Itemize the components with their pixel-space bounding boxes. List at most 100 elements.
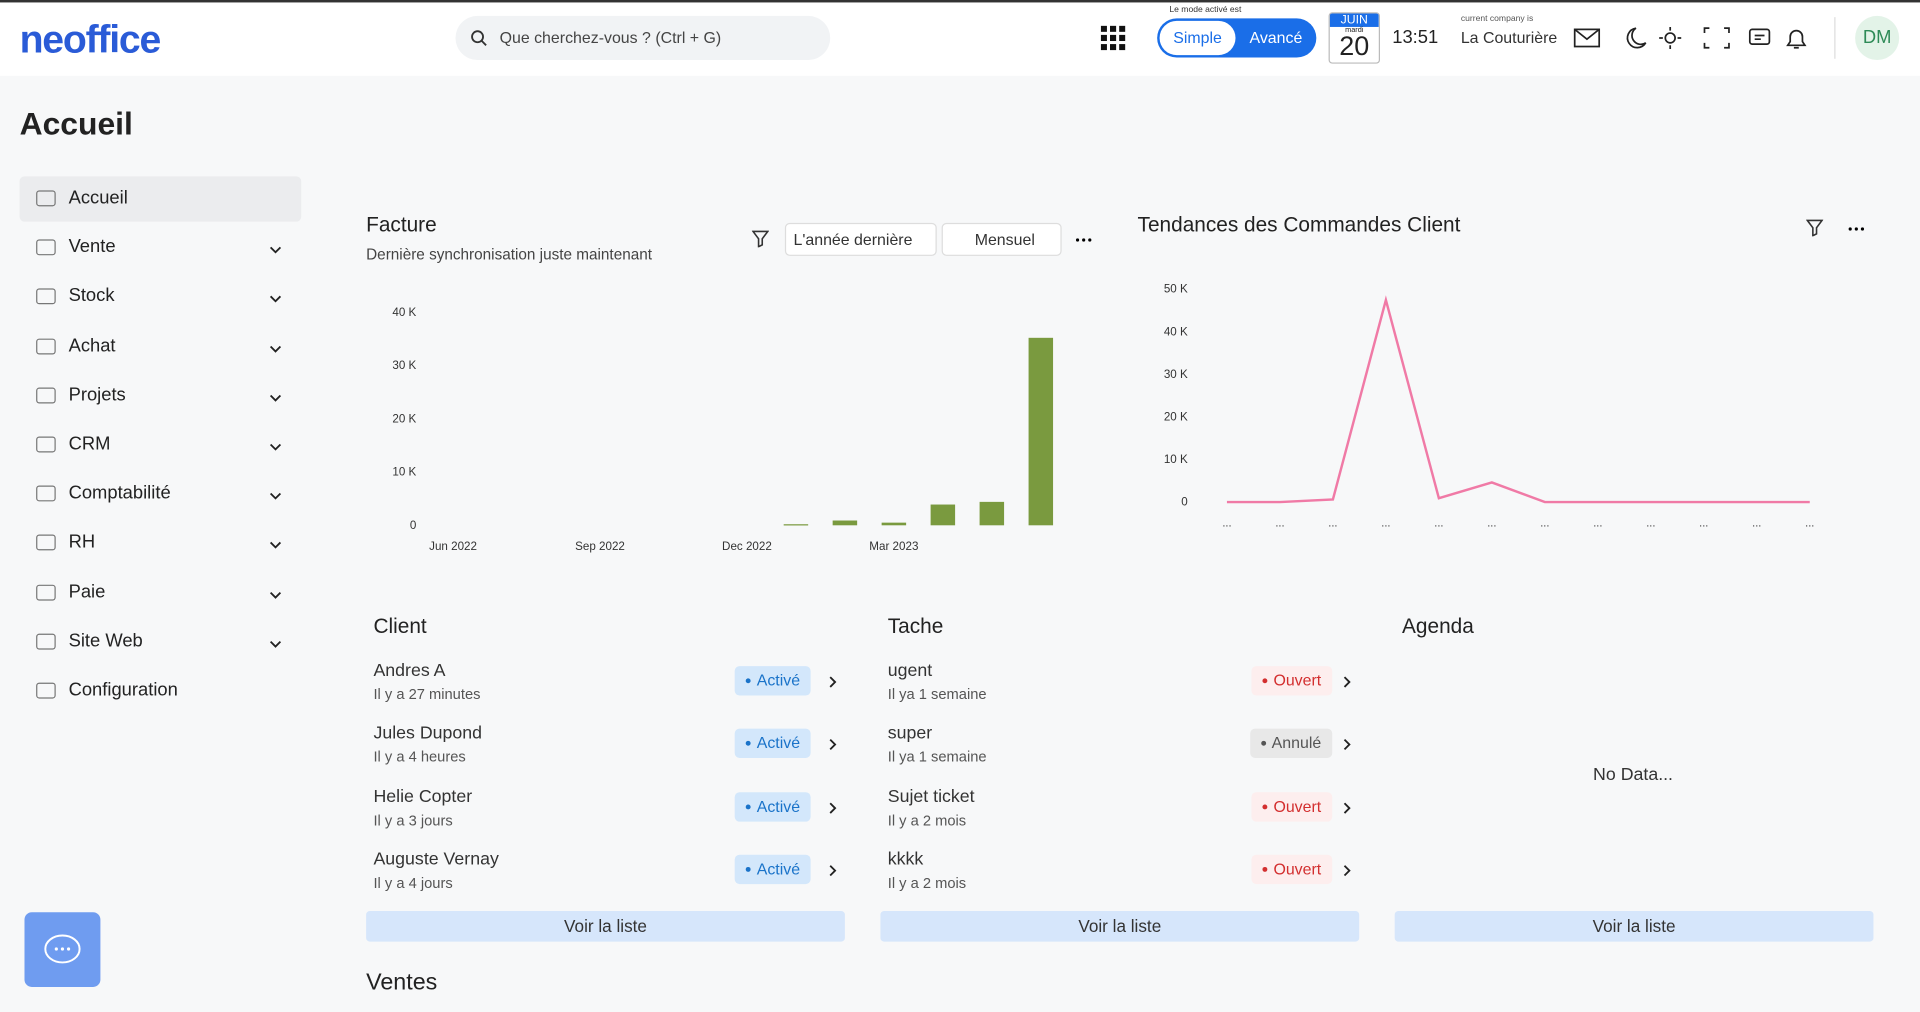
filter-label: L'année dernière <box>793 230 913 249</box>
sidebar-icon <box>36 190 56 207</box>
bar <box>881 522 907 526</box>
item-name[interactable]: Andres A <box>373 661 446 681</box>
sidebar-icon <box>36 485 56 502</box>
item-name[interactable]: Jules Dupond <box>373 724 483 744</box>
x-tick-label: ... <box>1328 518 1337 530</box>
x-tick-label: ... <box>1699 518 1708 530</box>
status-dot <box>745 866 751 872</box>
empty-state: No Data... <box>1593 765 1673 785</box>
status-badge: Activé <box>734 854 812 884</box>
item-name[interactable]: Helie Copter <box>373 786 473 807</box>
chevron <box>269 493 282 500</box>
y-tick-label: 0 <box>410 519 417 532</box>
filter-label: Mensuel <box>974 230 1035 249</box>
x-tick-label: ... <box>1381 518 1390 530</box>
status-text: Activé <box>756 859 801 878</box>
separator <box>1834 17 1836 59</box>
logo: neoffice <box>19 17 162 62</box>
sidebar-icon <box>36 387 56 404</box>
item-name[interactable]: Sujet ticket <box>887 786 975 807</box>
status-text: Activé <box>756 733 801 753</box>
x-tick-label: Dec 2022 <box>722 540 772 553</box>
status-dot <box>1262 678 1268 684</box>
status-dot <box>1260 741 1266 747</box>
sidebar-item[interactable]: Achat <box>68 335 116 356</box>
sidebar-item[interactable]: Vente <box>68 236 116 258</box>
item-name[interactable]: Auguste Vernay <box>373 849 499 870</box>
chevron <box>829 802 837 814</box>
chevron <box>269 246 282 254</box>
sidebar-icon <box>36 534 56 551</box>
chevron <box>269 640 282 648</box>
chevron <box>1343 739 1351 751</box>
sidebar-item[interactable]: Stock <box>68 285 115 307</box>
y-tick-label: 40 K <box>392 306 416 319</box>
card-title: Tache <box>887 614 944 638</box>
sidebar-item[interactable]: CRM <box>68 433 111 455</box>
status-dot <box>745 678 751 684</box>
x-tick-label: ... <box>1646 518 1655 530</box>
item-time: Il y a 2 mois <box>887 874 967 892</box>
calendar-day-name: mardi <box>1345 26 1364 35</box>
item-time: Il y a 4 jours <box>373 874 453 892</box>
calendar-month: JUIN <box>1329 13 1379 27</box>
sidebar-item[interactable]: RH <box>68 531 96 553</box>
more-icon[interactable] <box>1848 227 1865 232</box>
list-button[interactable]: Voir la liste <box>366 911 845 942</box>
status-text: Ouvert <box>1273 859 1322 878</box>
x-tick-label: ... <box>1540 518 1549 530</box>
y-tick-label: 30 K <box>392 359 416 372</box>
sidebar-item[interactable]: Paie <box>68 581 106 602</box>
x-tick-label: Sep 2022 <box>575 540 625 553</box>
company-label: current company is <box>1460 14 1534 24</box>
y-tick-label: 30 K <box>1164 368 1188 381</box>
item-name[interactable]: ugent <box>887 661 933 681</box>
mode-option[interactable]: Simple <box>1159 20 1236 56</box>
bar <box>1028 337 1054 526</box>
status-badge: Ouvert <box>1251 854 1333 884</box>
x-tick-label: ... <box>1487 518 1496 530</box>
header-icons[interactable] <box>1572 24 1817 51</box>
sidebar-item[interactable]: Site Web <box>68 630 143 652</box>
sidebar-item[interactable]: Configuration <box>68 679 178 701</box>
sidebar-icon <box>36 338 56 354</box>
x-tick-label: ... <box>1805 518 1814 530</box>
filter-icon[interactable] <box>751 230 769 248</box>
more-icon[interactable] <box>1075 238 1092 243</box>
search-icon <box>471 30 487 46</box>
chat-button[interactable] <box>24 912 101 987</box>
mode-option[interactable]: Avancé <box>1249 28 1303 47</box>
apps-icon[interactable] <box>1100 25 1126 51</box>
sidebar-icon <box>36 633 56 650</box>
status-text: Ouvert <box>1273 671 1322 690</box>
item-name[interactable]: super <box>887 724 933 744</box>
sidebar-item[interactable]: Accueil <box>68 187 128 209</box>
chevron <box>1343 864 1351 877</box>
chevron <box>269 542 282 550</box>
sidebar-item[interactable]: Projets <box>68 384 126 406</box>
status-badge: Ouvert <box>1251 791 1333 822</box>
item-time: Il y a 27 minutes <box>373 685 481 703</box>
chevron <box>269 443 282 451</box>
bar <box>930 504 956 526</box>
bar <box>979 501 1005 526</box>
search-box[interactable] <box>455 15 831 61</box>
list-button[interactable]: Voir la liste <box>880 911 1360 942</box>
status-text: Activé <box>756 671 801 690</box>
filter-select[interactable] <box>784 222 937 256</box>
item-name[interactable]: kkkk <box>887 849 924 870</box>
card-title: Agenda <box>1402 614 1474 638</box>
bar <box>783 524 809 526</box>
section-title: Ventes <box>366 969 438 996</box>
y-tick-label: 10 K <box>392 466 416 479</box>
list-button[interactable]: Voir la liste <box>1394 911 1874 942</box>
chevron <box>269 591 282 599</box>
filter-select[interactable] <box>941 222 1062 256</box>
avatar[interactable]: DM <box>1855 15 1900 61</box>
sidebar-item[interactable]: Comptabilité <box>68 482 171 504</box>
chevron <box>1343 802 1351 814</box>
item-time: Il ya 1 semaine <box>887 748 987 766</box>
filter-icon[interactable] <box>1806 219 1824 237</box>
